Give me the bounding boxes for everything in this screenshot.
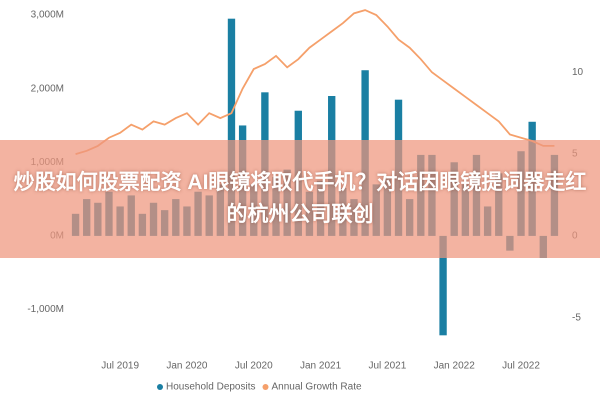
x-tick-label: Jul 2022 <box>502 361 540 372</box>
legend-label: Annual Growth Rate <box>272 382 362 393</box>
legend-marker <box>157 384 163 390</box>
y2-tick-label: 10 <box>572 67 584 78</box>
x-tick-label: Jul 2020 <box>235 361 273 372</box>
x-tick-label: Jul 2019 <box>101 361 139 372</box>
y-tick-label: 3,000M <box>31 10 64 21</box>
legend-label: Household Deposits <box>166 382 256 393</box>
x-tick-label: Jan 2022 <box>434 361 476 372</box>
x-tick-label: Jan 2021 <box>300 361 342 372</box>
banner-title: 炒股如何股票配资 AI眼镜将取代手机？对话因眼镜提词器走红的杭州公司联创 <box>13 171 587 226</box>
growth-line <box>75 9 555 155</box>
legend-marker <box>262 384 269 390</box>
x-tick-label: Jan 2020 <box>166 361 208 372</box>
bar <box>227 18 236 236</box>
banner: 炒股如何股票配资 AI眼镜将取代手机？对话因眼镜提词器走红的杭州公司联创 <box>0 140 600 258</box>
y-tick-label: 2,000M <box>31 83 64 94</box>
x-tick-label: Jul 2021 <box>368 361 406 372</box>
y2-tick-label: -5 <box>572 312 581 323</box>
bar <box>439 235 447 336</box>
y-tick-label: -1,000M <box>27 304 64 315</box>
